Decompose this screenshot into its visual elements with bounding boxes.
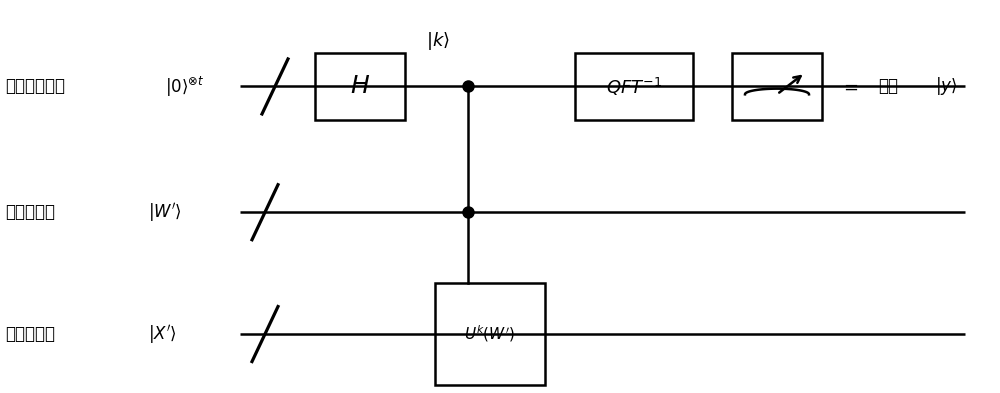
Text: $|y\rangle$: $|y\rangle$ [935, 75, 957, 97]
Text: $H$: $H$ [350, 74, 370, 99]
Text: 计数量子比特: 计数量子比特 [5, 77, 65, 95]
Text: $|k\rangle$: $|k\rangle$ [426, 30, 450, 52]
Text: $|0\rangle^{\otimes t}$: $|0\rangle^{\otimes t}$ [165, 74, 205, 99]
Text: 输入量子态: 输入量子态 [5, 325, 55, 343]
Bar [315, 53, 405, 120]
Text: 输出: 输出 [878, 77, 898, 95]
Bar [435, 283, 545, 385]
Text: $=$: $=$ [840, 77, 859, 95]
Text: $QFT^{-1}$: $QFT^{-1}$ [606, 75, 662, 97]
Bar [575, 53, 693, 120]
Bar [732, 53, 822, 120]
Text: 权重量子态: 权重量子态 [5, 203, 55, 221]
Text: $U^k(W')$: $U^k(W')$ [464, 324, 516, 344]
Text: $|W'\rangle$: $|W'\rangle$ [148, 201, 182, 224]
Text: $|X'\rangle$: $|X'\rangle$ [148, 323, 177, 345]
